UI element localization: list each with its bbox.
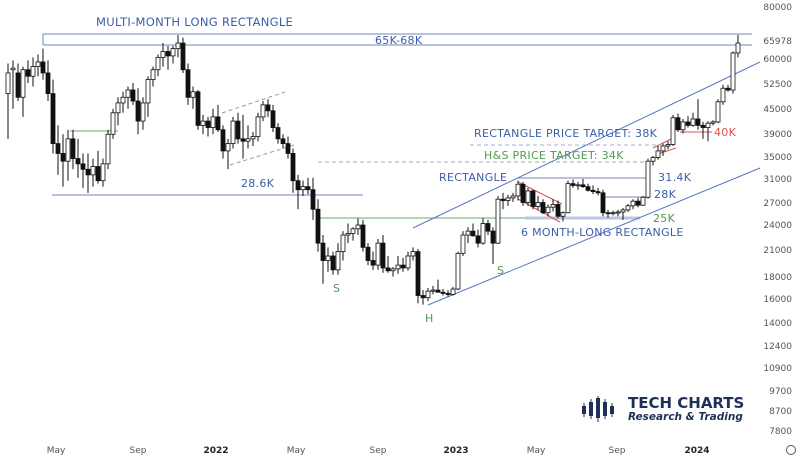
y-tick: 12400 [763, 342, 792, 352]
x-tick-year: 2024 [684, 446, 710, 456]
y-tick: 16000 [763, 295, 792, 305]
x-tick: May [46, 446, 66, 456]
label-28-6k: 28.6K [241, 177, 275, 190]
y-tick: 21000 [763, 246, 792, 256]
label-25k: 25K [653, 212, 676, 225]
settings-icon[interactable] [786, 445, 796, 455]
label-31-4k: 31.4K [658, 171, 692, 184]
label-rectangle-price-target: RECTANGLE PRICE TARGET: 38K [474, 127, 658, 140]
y-tick: 31000 [763, 175, 792, 185]
x-tick: May [526, 446, 546, 456]
y-tick: 8700 [769, 407, 792, 417]
x-tick-year: 2022 [203, 446, 229, 456]
label-rectangle: RECTANGLE [439, 171, 508, 184]
label-shoulder-left: S [333, 282, 341, 295]
x-tick: Sep [608, 446, 626, 456]
logo-bars-icon [582, 396, 614, 422]
label-multi-month-rectangle: MULTI-MONTH LONG RECTANGLE [96, 15, 294, 29]
y-tick: 14000 [763, 319, 792, 329]
tech-charts-logo: TECH CHARTS Research & Trading [580, 395, 744, 423]
y-tick: 60000 [763, 55, 792, 65]
label-hs-price-target: H&S PRICE TARGET: 34K [484, 149, 624, 162]
y-tick: 35000 [763, 153, 792, 163]
y-tick: 52500 [763, 80, 792, 90]
x-tick: Sep [129, 446, 147, 456]
y-tick: 9700 [769, 387, 792, 397]
y-tick-current-price: 65978 [763, 37, 792, 47]
y-tick: 39000 [763, 130, 792, 140]
y-tick: 24000 [763, 221, 792, 231]
logo-subtitle: Research & Trading [628, 411, 743, 423]
y-tick: 45000 [763, 105, 792, 115]
x-tick: Sep [369, 446, 387, 456]
label-head: H [425, 312, 434, 325]
label-28k: 28K [654, 188, 677, 201]
y-tick: 27000 [763, 199, 792, 209]
label-65k-68k: 65K-68K [375, 34, 423, 47]
y-tick: 7800 [769, 427, 792, 437]
y-tick: 10900 [763, 364, 792, 374]
x-tick-year: 2023 [443, 446, 469, 456]
trendlines [42, 33, 761, 306]
candlesticks [5, 34, 741, 305]
y-tick: 80000 [763, 3, 792, 13]
x-tick: May [286, 446, 306, 456]
y-tick: 18000 [763, 273, 792, 283]
logo-title: TECH CHARTS [628, 394, 745, 412]
label-40k: 40K [714, 126, 737, 139]
label-6-month-rectangle: 6 MONTH-LONG RECTANGLE [521, 226, 684, 239]
label-shoulder-right: S [497, 264, 505, 277]
